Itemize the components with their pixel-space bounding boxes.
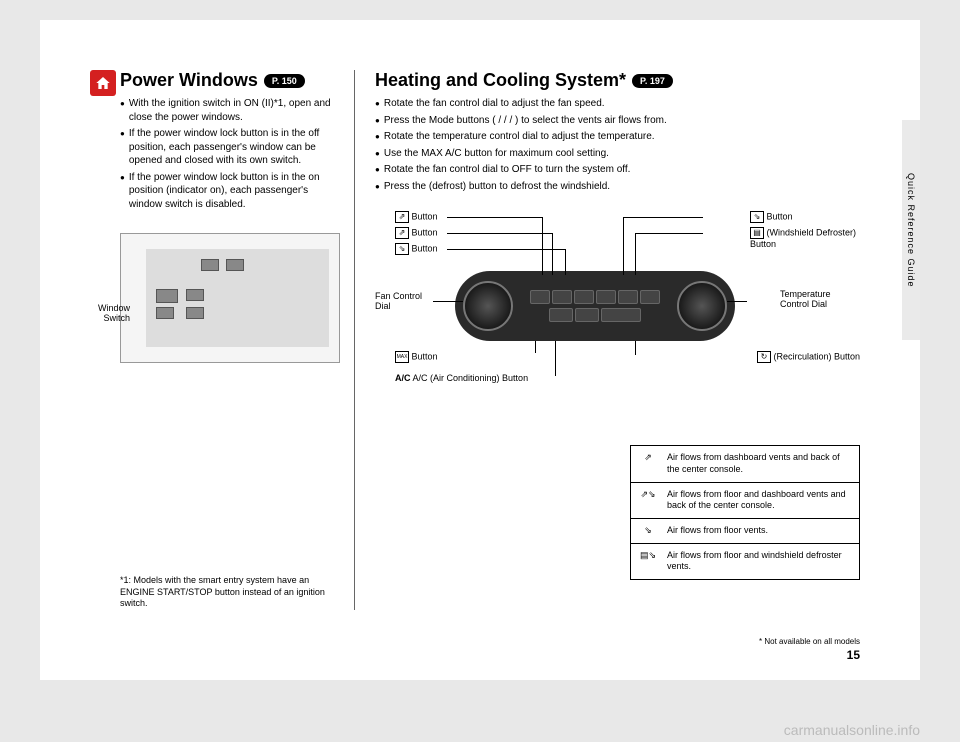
callout-line: [623, 217, 703, 218]
switch-graphic: [156, 289, 178, 303]
callout-mode-button: ⇘ Button: [395, 243, 438, 255]
callout-line: [635, 233, 636, 275]
bullet-text: Press the (defrost) button to defrost th…: [384, 180, 860, 194]
callout-mode-button: ⇗ Button: [395, 227, 438, 239]
hvac-button-graphic: [549, 308, 573, 322]
airflow-icon: ⇗⇘: [639, 489, 657, 512]
manual-page: Power Windows P. 150 With the ignition s…: [40, 20, 920, 680]
bullet-text: If the power window lock button is in th…: [129, 127, 340, 168]
bullet-text: If the power window lock button is in th…: [129, 171, 340, 212]
airflow-description: Air flows from floor vents.: [667, 525, 851, 537]
callout-mode-button: ⇘ Button: [750, 211, 860, 223]
hvac-button-graphic: [640, 290, 660, 304]
vent-icon: ⇗: [395, 211, 409, 223]
power-windows-bullets: With the ignition switch in ON (II)*1, o…: [120, 97, 340, 211]
page-ref-badge: P. 197: [632, 74, 673, 88]
recirc-icon: ↻: [757, 351, 771, 363]
bullet-text: Press the Mode buttons ( / / / ) to sele…: [384, 114, 860, 128]
vent-icon: ⇗: [395, 227, 409, 239]
hvac-button-graphic: [596, 290, 616, 304]
bullet-text: With the ignition switch in ON (II)*1, o…: [129, 97, 340, 124]
vent-icon: ⇘: [395, 243, 409, 255]
hvac-bullets: Rotate the fan control dial to adjust th…: [375, 97, 860, 193]
callout-line: [565, 249, 566, 275]
airflow-table: ⇗ Air flows from dashboard vents and bac…: [630, 445, 860, 580]
callout-line: [555, 341, 556, 376]
hvac-button-graphic: [552, 290, 572, 304]
airflow-row: ⇘ Air flows from floor vents.: [631, 519, 859, 544]
hvac-section: Heating and Cooling System* P. 197 Rotat…: [375, 70, 860, 610]
hvac-button-graphic: [601, 308, 641, 322]
footnote-text: *1: Models with the smart entry system h…: [120, 575, 354, 610]
callout-line: [542, 217, 543, 275]
hvac-button-graphic: [575, 308, 599, 322]
airflow-row: ▤⇘ Air flows from floor and windshield d…: [631, 544, 859, 579]
hvac-button-graphic: [530, 290, 550, 304]
hvac-control-panel: [455, 271, 735, 341]
mode-buttons-row: [530, 290, 660, 304]
switch-graphic: [186, 289, 204, 301]
section-title-power-windows: Power Windows P. 150: [120, 70, 340, 91]
max-ac-icon: MAX: [395, 351, 409, 363]
diagram-panel: [146, 249, 329, 347]
model-availability-note: * Not available on all models: [759, 637, 860, 646]
callout-line: [447, 233, 552, 234]
airflow-icon: ▤⇘: [639, 550, 657, 573]
callout-line: [635, 233, 703, 234]
callout-fan-dial: Fan Control Dial: [375, 291, 435, 311]
airflow-icon: ⇗: [639, 452, 657, 475]
content-columns: Power Windows P. 150 With the ignition s…: [120, 70, 860, 610]
callout-defroster: ▤ (Windshield Defroster) Button: [750, 227, 860, 249]
callout-line: [552, 233, 553, 275]
callout-ac-button: A/C A/C (Air Conditioning) Button: [395, 373, 528, 383]
airflow-description: Air flows from floor and dashboard vents…: [667, 489, 851, 512]
side-tab-label: Quick Reference Guide: [902, 120, 920, 340]
callout-recirc: ↻ (Recirculation) Button: [700, 351, 860, 363]
fan-dial-graphic: [463, 281, 513, 331]
temp-dial-graphic: [677, 281, 727, 331]
hvac-button-graphic: [618, 290, 638, 304]
title-text: Heating and Cooling System*: [375, 70, 626, 91]
callout-line: [635, 341, 636, 355]
title-text: Power Windows: [120, 70, 258, 91]
label-window-switch: Window Switch: [90, 303, 130, 323]
section-title-hvac: Heating and Cooling System* P. 197: [375, 70, 860, 91]
switch-graphic: [201, 259, 219, 271]
callout-line: [535, 341, 536, 353]
window-diagram-area: Power Window Lock Button Indicator Windo…: [120, 233, 340, 363]
callout-line: [447, 217, 542, 218]
callout-max-button: MAX Button: [395, 351, 438, 363]
airflow-row: ⇗⇘ Air flows from floor and dashboard ve…: [631, 483, 859, 519]
hvac-button-graphic: [574, 290, 594, 304]
bullet-text: Rotate the fan control dial to adjust th…: [384, 97, 860, 111]
page-number: 15: [847, 648, 860, 662]
watermark-text: carmanualsonline.info: [784, 722, 920, 738]
callout-line: [433, 301, 463, 302]
aux-buttons-row: [549, 308, 641, 322]
switch-graphic: [186, 307, 204, 319]
bullet-text: Use the MAX A/C button for maximum cool …: [384, 147, 860, 161]
switch-graphic: [226, 259, 244, 271]
page-ref-badge: P. 150: [264, 74, 305, 88]
callout-line: [447, 249, 565, 250]
window-switch-diagram: [120, 233, 340, 363]
hvac-diagram: ⇗ Button ⇗ Button ⇘ Button ⇘ Button ▤ (W…: [375, 211, 860, 391]
callout-line: [623, 217, 624, 275]
defrost-icon: ▤: [750, 227, 764, 239]
airflow-icon: ⇘: [639, 525, 657, 537]
callout-temp-dial: Temperature Control Dial: [780, 289, 860, 309]
vent-icon: ⇘: [750, 211, 764, 223]
switch-graphic: [156, 307, 174, 319]
callout-mode-button: ⇗ Button: [395, 211, 438, 223]
home-icon[interactable]: [90, 70, 116, 96]
airflow-description: Air flows from dashboard vents and back …: [667, 452, 851, 475]
airflow-description: Air flows from floor and windshield defr…: [667, 550, 851, 573]
bullet-text: Rotate the fan control dial to OFF to tu…: [384, 163, 860, 177]
power-windows-section: Power Windows P. 150 With the ignition s…: [120, 70, 355, 610]
bullet-text: Rotate the temperature control dial to a…: [384, 130, 860, 144]
callout-line: [727, 301, 747, 302]
airflow-row: ⇗ Air flows from dashboard vents and bac…: [631, 446, 859, 482]
